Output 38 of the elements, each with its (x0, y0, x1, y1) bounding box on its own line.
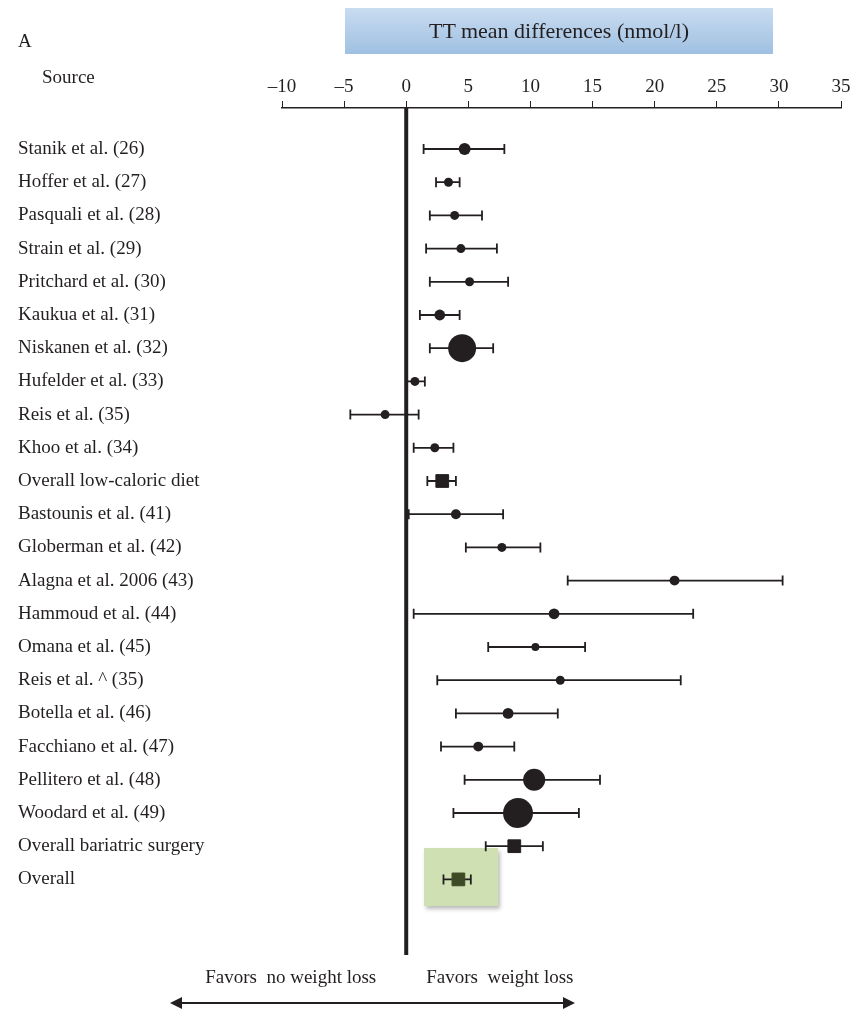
y-tick-label: Hammoud et al. (44) (18, 601, 177, 624)
y-tick-label: Globerman et al. (42) (18, 535, 182, 558)
x-tick-label: 15 (583, 74, 603, 96)
y-tick-label: Alagna et al. 2006 (43) (18, 568, 194, 591)
y-tick-label: Hoffer et al. (27) (18, 170, 147, 193)
text: Favors no weight loss (205, 966, 377, 988)
x-tick-label: –5 (333, 74, 354, 96)
x-tick-label: –10 (266, 74, 297, 96)
x-tick-label: 0 (401, 74, 411, 96)
x-tick-label: 30 (769, 74, 789, 96)
y-tick-label: Hufelder et al. (33) (18, 369, 164, 392)
y-tick-label: Reis et al. ^ (35) (18, 668, 144, 691)
y-tick-label: Overall (18, 867, 75, 889)
x-tick-label: 35 (831, 74, 851, 96)
y-tick-label: Pasquali et al. (28) (18, 203, 161, 226)
y-tick-label: Reis et al. (35) (18, 402, 130, 425)
y-tick-label: Stanik et al. (26) (18, 136, 145, 159)
y-tick-label: Omana et al. (45) (18, 634, 151, 657)
y-tick-label: Overall bariatric surgery (18, 834, 205, 856)
chart-title: TT mean differences (nmol/l) (345, 8, 773, 54)
y-tick-label: Strain et al. (29) (18, 236, 142, 259)
y-tick-label: Kaukua et al. (31) (18, 302, 156, 325)
text: A (18, 30, 32, 52)
y-tick-label: Botella et al. (46) (18, 701, 151, 724)
y-axis-title: Source (42, 66, 95, 88)
y-tick-label: Khoo et al. (34) (18, 435, 139, 458)
text: Favors weight loss (426, 966, 574, 988)
x-tick-label: 20 (645, 74, 665, 96)
y-tick-label: Bastounis et al. (41) (18, 502, 172, 525)
x-tick-label: 10 (520, 74, 540, 96)
y-tick-label: Overall low-caloric diet (18, 468, 201, 490)
y-tick-label: Niskanen et al. (32) (18, 336, 168, 359)
x-tick-label: 5 (463, 74, 474, 96)
y-tick-label: Pritchard et al. (30) (18, 269, 166, 292)
y-tick-label: Pellitero et al. (48) (18, 767, 161, 790)
x-tick-label: 25 (707, 74, 727, 96)
y-tick-label: Facchiano et al. (47) (18, 734, 175, 757)
y-tick-label: Woodard et al. (49) (18, 800, 166, 823)
